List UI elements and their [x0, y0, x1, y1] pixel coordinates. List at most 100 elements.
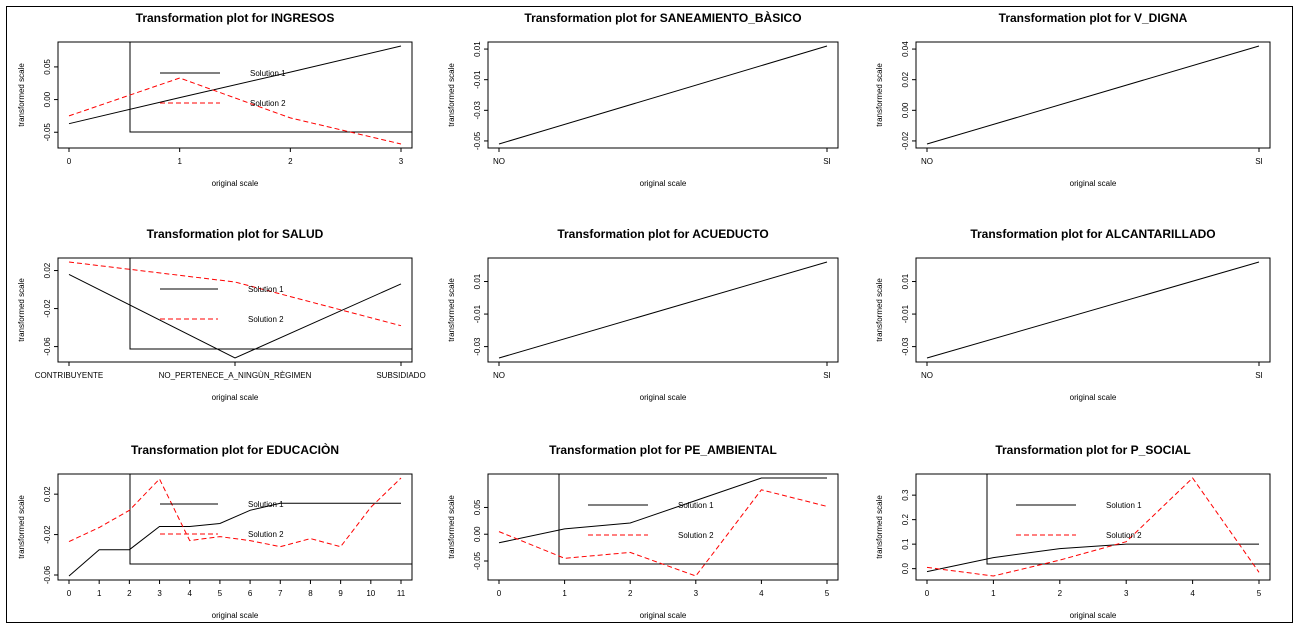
x-tick-label: NO — [921, 371, 933, 380]
x-axis-label: original scale — [640, 611, 687, 620]
legend-label: Solution 1 — [678, 501, 714, 510]
chart-title: Transformation plot for EDUCACIÒN — [131, 442, 339, 457]
y-tick-label: 0.01 — [473, 41, 482, 57]
y-tick-label: 0.02 — [43, 486, 52, 502]
x-tick-label: NO_PERTENECE_A_NINGÙN_RÈGIMEN — [159, 371, 312, 380]
chart-panel-9: Transformation plot for P_SOCIAL 0 1 2 3 4 5 0.… — [875, 443, 1271, 620]
legend-box — [129, 474, 412, 565]
chart-title: Transformation plot for SANEAMIENTO_BÀSI… — [524, 10, 801, 25]
y-tick-label: -0.03 — [473, 101, 482, 120]
y-tick-label: -0.01 — [473, 304, 482, 323]
series-line-solution-1 — [68, 502, 401, 577]
x-tick-label: 9 — [338, 589, 343, 598]
plot-frame — [915, 473, 1271, 581]
x-tick-label: 1 — [991, 589, 996, 598]
plot-frame — [57, 41, 413, 149]
x-tick-label: SI — [1255, 371, 1263, 380]
legend-box — [986, 474, 1270, 565]
x-tick-label: SUBSIDIADO — [376, 371, 425, 380]
y-axis-label: transformed scale — [17, 63, 26, 127]
y-tick-label: -0.02 — [43, 525, 52, 544]
series-line-solution-2 — [498, 489, 828, 577]
y-tick-label: 0.05 — [473, 499, 482, 515]
x-axis-label: original scale — [1070, 179, 1117, 188]
y-tick-label: -0.06 — [43, 565, 52, 584]
y-tick-label: 0.01 — [901, 273, 910, 289]
y-tick-label: 0.00 — [473, 526, 482, 542]
x-tick-label: 3 — [399, 157, 404, 166]
x-tick-label: 2 — [127, 589, 132, 598]
y-axis-label: transformed scale — [875, 278, 884, 342]
plot-frame — [57, 473, 413, 581]
y-tick-label: -0.01 — [901, 304, 910, 323]
plot-frame — [487, 257, 839, 363]
chart-title: Transformation plot for V_DIGNA — [999, 11, 1188, 25]
x-axis-label: original scale — [212, 179, 259, 188]
chart-title: Transformation plot for INGRESOS — [136, 11, 335, 25]
x-tick-label: 5 — [1257, 589, 1262, 598]
plot-frame — [57, 257, 413, 363]
x-axis-label: original scale — [640, 179, 687, 188]
legend-label: Solution 1 — [248, 500, 284, 509]
x-tick-label: SI — [1255, 157, 1263, 166]
x-tick-label: 2 — [288, 157, 293, 166]
series-line-solution-1 — [926, 543, 1259, 573]
y-tick-label: -0.06 — [43, 337, 52, 356]
series-line-solution — [498, 261, 828, 359]
x-tick-label: SI — [823, 371, 831, 380]
y-axis-label: transformed scale — [447, 63, 456, 127]
series-line-solution-2 — [68, 77, 402, 145]
y-tick-label: -0.05 — [473, 131, 482, 150]
x-axis-label: original scale — [212, 393, 259, 402]
chart-title: Transformation plot for ALCANTARILLADO — [970, 227, 1215, 241]
series-line-solution-2 — [926, 477, 1260, 577]
legend-label: Solution 1 — [248, 285, 284, 294]
x-tick-label: NO — [493, 371, 505, 380]
legend-label: Solution 2 — [248, 530, 284, 539]
y-tick-label: -0.03 — [901, 337, 910, 356]
y-axis-label: transformed scale — [447, 278, 456, 342]
figure-frame — [6, 6, 1293, 623]
x-tick-label: 11 — [397, 589, 406, 598]
series-line-solution — [926, 261, 1260, 359]
x-tick-label: 5 — [218, 589, 223, 598]
x-axis-label: original scale — [1070, 611, 1117, 620]
legend-label: Solution 2 — [678, 531, 714, 540]
legend-label: Solution 1 — [250, 69, 286, 78]
y-axis-label: transformed scale — [875, 495, 884, 559]
legend-label: Solution 2 — [1106, 531, 1142, 540]
y-tick-label: 0.02 — [901, 71, 910, 87]
chart-panel-2: Transformation plot for SANEAMIENTO_BÀSI… — [447, 10, 839, 188]
chart-title: Transformation plot for P_SOCIAL — [995, 443, 1190, 457]
legend-label: Solution 1 — [1106, 501, 1142, 510]
y-tick-label: -0.03 — [473, 337, 482, 356]
y-tick-label: 0.04 — [901, 41, 910, 57]
x-tick-label: 0 — [67, 589, 72, 598]
series-line-solution-1 — [68, 273, 402, 359]
y-tick-label: 0.0 — [901, 563, 910, 575]
plot-frame — [487, 41, 839, 149]
legend-label: Solution 2 — [248, 315, 284, 324]
chart-panel-8: Transformation plot for PE_AMBIENTAL 0 1 2 3… — [447, 443, 839, 620]
chart-panel-3: Transformation plot for V_DIGNA NO SI -0.02… — [875, 11, 1271, 188]
chart-panel-6: Transformation plot for ALCANTARILLADO NO… — [875, 227, 1271, 402]
series-line-solution-1 — [498, 477, 827, 544]
y-tick-label: 0.3 — [901, 489, 910, 501]
x-tick-label: 5 — [825, 589, 830, 598]
y-tick-label: -0.05 — [43, 123, 52, 142]
y-tick-label: 0.2 — [901, 514, 910, 526]
y-tick-label: -0.05 — [473, 551, 482, 570]
y-tick-label: 0.00 — [901, 102, 910, 118]
x-tick-label: 4 — [188, 589, 193, 598]
series-line-solution — [498, 45, 828, 145]
x-axis-label: original scale — [640, 393, 687, 402]
chart-panel-4: Transformation plot for SALUD CONTRIBUYEN… — [17, 227, 426, 402]
y-tick-label: 0.1 — [901, 538, 910, 550]
y-axis-label: transformed scale — [17, 278, 26, 342]
series-line-solution-2 — [68, 477, 402, 548]
chart-title: Transformation plot for SALUD — [147, 227, 324, 241]
x-tick-label: 1 — [562, 589, 567, 598]
chart-panel-5: Transformation plot for ACUEDUCTO NO SI -0.… — [447, 227, 839, 402]
x-tick-label: 10 — [366, 589, 375, 598]
x-tick-label: 0 — [925, 589, 930, 598]
